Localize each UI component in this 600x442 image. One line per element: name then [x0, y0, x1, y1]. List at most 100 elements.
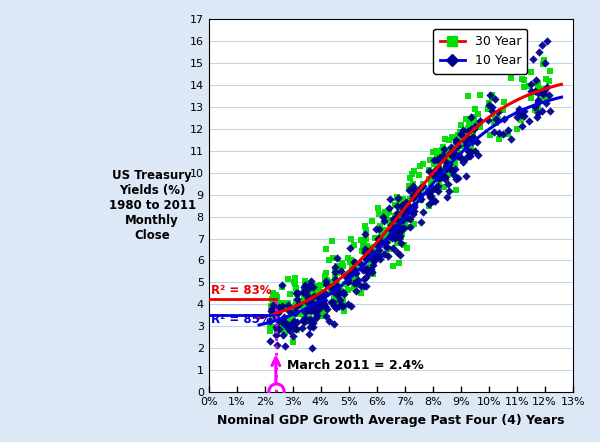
Point	[288, 308, 298, 315]
Point	[453, 150, 463, 157]
Point	[303, 306, 313, 313]
Point	[282, 320, 292, 327]
Point	[446, 165, 455, 172]
Point	[451, 139, 461, 146]
Point	[361, 256, 371, 263]
Point	[389, 233, 398, 240]
Point	[443, 180, 453, 187]
Point	[329, 320, 339, 327]
Point	[410, 193, 420, 200]
Point	[299, 318, 309, 325]
Point	[307, 316, 317, 323]
Point	[343, 273, 353, 280]
Point	[293, 290, 302, 297]
Point	[370, 258, 379, 265]
Point	[373, 236, 383, 243]
Point	[321, 269, 331, 276]
Point	[467, 138, 477, 145]
Point	[324, 256, 334, 263]
Point	[400, 210, 409, 217]
Point	[362, 264, 372, 271]
Point	[409, 208, 419, 215]
Point	[399, 221, 409, 228]
Point	[506, 74, 515, 81]
Point	[423, 188, 433, 195]
Point	[284, 317, 294, 324]
Point	[343, 278, 352, 285]
Point	[271, 292, 281, 299]
Point	[295, 300, 304, 307]
Point	[304, 297, 314, 305]
Point	[461, 140, 471, 147]
Point	[463, 127, 473, 134]
Point	[300, 309, 310, 316]
Point	[465, 126, 475, 133]
Point	[458, 158, 468, 165]
Point	[343, 273, 353, 280]
Point	[389, 226, 398, 233]
Point	[268, 290, 277, 297]
Point	[440, 146, 450, 153]
Point	[271, 315, 281, 322]
Point	[329, 290, 339, 297]
Point	[442, 164, 452, 171]
Point	[442, 162, 451, 169]
Point	[308, 296, 317, 303]
Text: March 2011 = 2.4%: March 2011 = 2.4%	[287, 359, 424, 373]
Point	[332, 283, 342, 290]
Point	[361, 227, 371, 234]
Point	[299, 316, 308, 324]
Point	[530, 88, 539, 95]
Point	[445, 149, 455, 156]
Point	[467, 125, 477, 132]
Point	[290, 325, 299, 332]
Point	[538, 89, 548, 96]
Point	[305, 316, 315, 323]
Point	[434, 178, 444, 185]
Point	[472, 137, 481, 145]
Point	[475, 92, 484, 99]
Point	[298, 297, 307, 305]
Point	[464, 119, 473, 126]
Point	[410, 187, 420, 194]
Point	[374, 246, 384, 253]
Text: R² = 83%: R² = 83%	[211, 284, 272, 297]
Point	[395, 224, 404, 231]
Point	[279, 321, 289, 328]
Point	[424, 191, 434, 198]
Point	[359, 283, 369, 290]
Point	[385, 232, 395, 240]
Point	[533, 80, 543, 87]
Point	[302, 299, 312, 306]
Point	[376, 223, 385, 230]
Point	[451, 137, 460, 144]
Point	[460, 138, 469, 145]
Point	[394, 229, 404, 236]
Point	[311, 314, 321, 321]
Point	[400, 222, 410, 229]
Point	[361, 251, 371, 258]
Point	[277, 303, 287, 310]
Point	[283, 324, 292, 332]
Point	[415, 185, 425, 192]
Point	[386, 233, 396, 240]
Point	[404, 182, 414, 189]
Point	[398, 216, 408, 223]
Point	[539, 57, 549, 64]
Point	[362, 242, 372, 249]
Point	[453, 143, 463, 150]
Point	[537, 42, 547, 49]
Point	[409, 208, 419, 215]
Point	[326, 298, 336, 305]
Point	[319, 313, 328, 320]
Point	[432, 156, 442, 164]
Point	[514, 107, 523, 114]
Point	[519, 76, 529, 83]
Point	[428, 185, 438, 192]
Point	[389, 223, 398, 230]
Point	[380, 232, 390, 239]
Point	[285, 321, 295, 328]
Point	[403, 215, 412, 222]
Point	[308, 305, 317, 312]
Point	[538, 85, 547, 92]
